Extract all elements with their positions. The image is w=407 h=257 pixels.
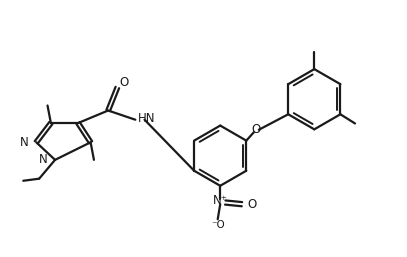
Text: ⁻O: ⁻O (211, 220, 225, 230)
Text: N: N (20, 136, 29, 149)
Text: N: N (39, 153, 48, 166)
Text: N⁺: N⁺ (213, 194, 228, 207)
Text: O: O (247, 198, 256, 211)
Text: HN: HN (138, 112, 155, 125)
Text: O: O (120, 76, 129, 89)
Text: O: O (252, 123, 261, 136)
